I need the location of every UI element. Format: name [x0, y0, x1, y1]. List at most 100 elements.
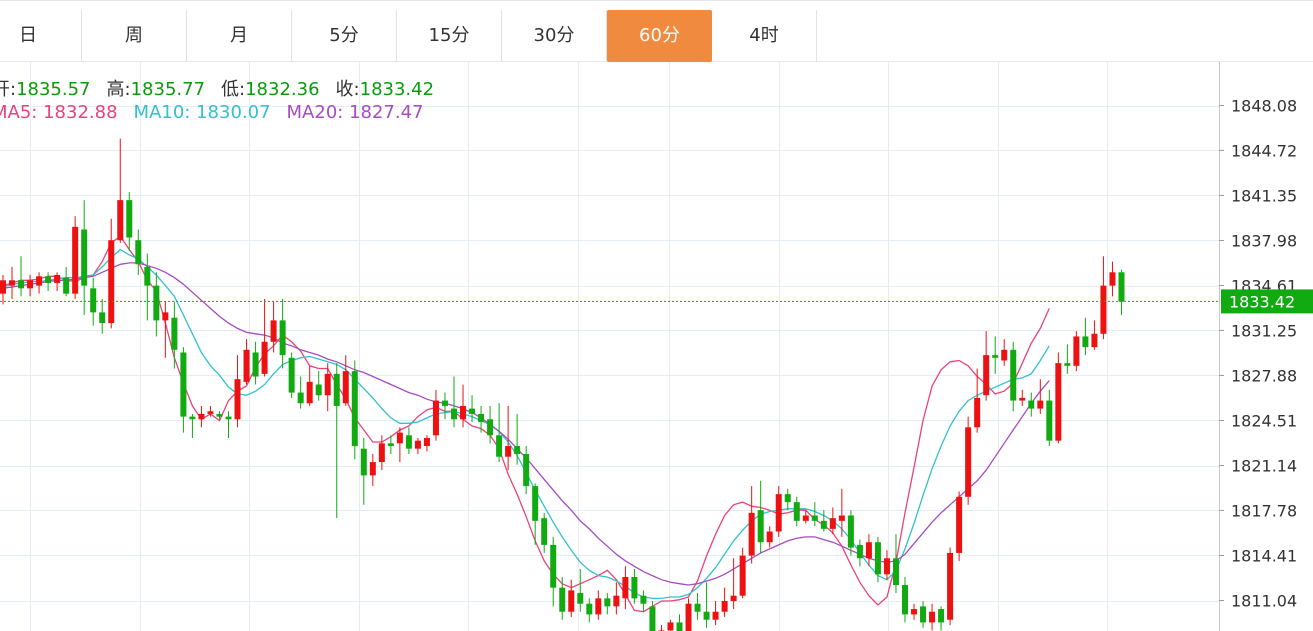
tab-5min[interactable]: 5分: [292, 10, 397, 62]
candle: [252, 341, 259, 385]
candle-body: [514, 446, 521, 455]
candle: [577, 568, 584, 612]
ma10-value: 1830.07: [196, 102, 271, 123]
candle-body: [351, 371, 358, 447]
candle: [712, 601, 719, 626]
candle: [243, 339, 250, 385]
candle-body: [1064, 363, 1071, 366]
candle: [856, 539, 863, 567]
candle-body: [1073, 336, 1080, 366]
candle-body: [207, 411, 214, 414]
open-label: 开:: [0, 79, 17, 100]
ohlc-readout: 开:1835.57 高:1835.77 低:1832.36 收:1833.42: [0, 75, 434, 101]
candle-body: [9, 280, 16, 286]
candle-body: [1082, 336, 1089, 348]
candle: [1055, 352, 1062, 444]
candle: [18, 256, 25, 297]
candle: [198, 405, 205, 428]
candle: [983, 331, 990, 401]
candle: [658, 625, 665, 631]
ma20-value: 1827.47: [349, 102, 424, 123]
high-label: 高:: [106, 79, 131, 100]
candle: [279, 299, 286, 369]
tab-month[interactable]: 月: [187, 10, 292, 62]
ma-line-ma5: [2, 235, 1050, 613]
candle: [324, 363, 331, 412]
chart-grid: [0, 62, 1219, 631]
candlestick-chart-area[interactable]: 1848.08 1844.72 1841.35 1837.98 1834.61 1831.…: [0, 62, 1313, 631]
candle: [126, 192, 133, 251]
candle-body: [135, 240, 142, 265]
candle-body: [423, 437, 430, 447]
candle: [261, 299, 268, 377]
candle: [920, 601, 927, 628]
candle: [739, 547, 746, 599]
candle: [1046, 389, 1053, 447]
tab-day[interactable]: 日: [0, 10, 82, 62]
candle-body: [595, 598, 602, 615]
tab-15min[interactable]: 15分: [397, 10, 502, 62]
candle-body: [27, 280, 34, 289]
candle: [649, 601, 656, 631]
candle: [721, 587, 728, 618]
candlestick-chart[interactable]: 1848.081844.721841.351837.981834.611831.…: [0, 62, 1313, 631]
candle-body: [766, 531, 773, 543]
candle: [892, 534, 899, 594]
candle: [829, 507, 836, 535]
candle-body: [1091, 333, 1098, 348]
low-label: 低:: [221, 79, 246, 100]
close-value: 1833.42: [359, 79, 435, 100]
candle: [838, 488, 845, 537]
ma-readout: MA5: 1832.88 MA10: 1830.07 MA20: 1827.47: [0, 102, 424, 123]
candle: [189, 413, 196, 438]
candle-body: [441, 400, 448, 406]
candle-body: [1118, 272, 1125, 302]
candle: [865, 534, 872, 567]
price-axis: 1848.081844.721841.351837.981834.611831.…: [0, 62, 1313, 631]
candles: [0, 138, 1125, 631]
candle-body: [631, 576, 638, 599]
candle: [216, 411, 223, 420]
candle: [441, 392, 448, 420]
candle-body: [703, 611, 710, 620]
candle-body: [451, 408, 457, 420]
tab-30min[interactable]: 30分: [502, 10, 607, 62]
candle: [965, 416, 972, 505]
candle: [694, 593, 701, 620]
candle-body: [874, 542, 881, 575]
candle-body: [54, 274, 61, 283]
candle-body: [108, 240, 115, 324]
candle-body: [180, 352, 187, 417]
tab-4hour[interactable]: 4时: [712, 10, 817, 62]
candle-body: [216, 413, 223, 417]
candle: [234, 355, 241, 428]
candle: [757, 480, 764, 553]
candle-body: [838, 515, 845, 521]
candle-body: [550, 544, 557, 588]
tab-week[interactable]: 周: [82, 10, 187, 62]
candle: [1100, 256, 1107, 340]
price-tick-label: 1831.25: [1231, 321, 1297, 340]
candle: [532, 483, 539, 545]
candle: [874, 536, 881, 583]
candle: [99, 299, 106, 334]
candle-body: [676, 622, 683, 631]
candle: [135, 229, 142, 275]
candle: [1073, 331, 1080, 372]
candle-body: [72, 226, 79, 294]
candle-body: [487, 419, 494, 436]
candle: [45, 272, 52, 291]
tab-60min[interactable]: 60分: [607, 10, 712, 62]
candle-body: [983, 355, 990, 396]
candle: [847, 510, 854, 556]
candle: [784, 488, 791, 511]
candle-body: [956, 496, 963, 553]
candle-body: [315, 384, 322, 396]
candle: [883, 550, 890, 580]
candle-body: [667, 622, 674, 631]
candle-body: [1100, 285, 1107, 334]
candle: [640, 590, 647, 612]
candle: [405, 427, 412, 455]
close-label: 收:: [335, 79, 360, 100]
candle-body: [505, 446, 512, 457]
